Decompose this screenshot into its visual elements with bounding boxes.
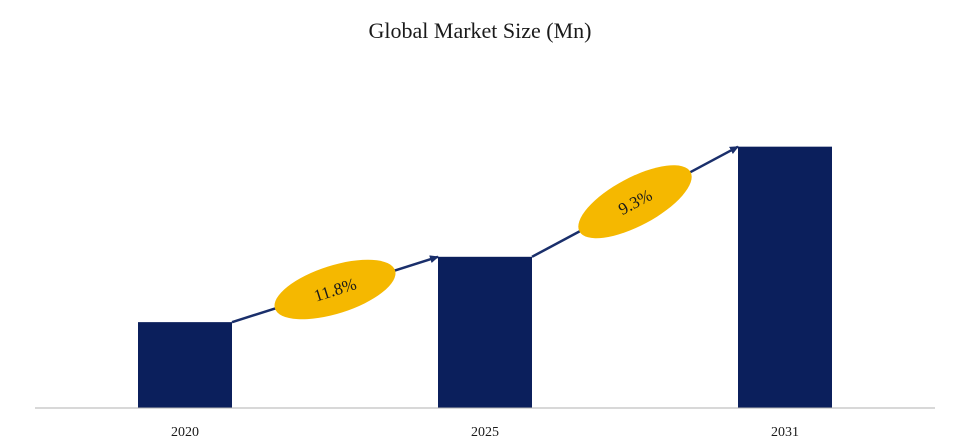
x-tick-label-2031: 2031: [771, 425, 799, 440]
cagr-badge-2: 9.3%: [578, 165, 692, 239]
x-tick-label-2020: 2020: [171, 425, 199, 440]
cagr-badge-ellipse: [274, 259, 396, 320]
x-tick-label-2025: 2025: [471, 425, 499, 440]
bar-2031: [738, 146, 832, 408]
cagr-badge-ellipse: [578, 165, 692, 239]
bar-2025: [438, 256, 532, 408]
growth-arrows: 11.8% 9.3%: [231, 145, 739, 324]
chart-title: Global Market Size (Mn): [369, 18, 592, 43]
bars: [138, 146, 832, 408]
cagr-badge-1: 11.8%: [274, 259, 396, 320]
bar-2020: [138, 322, 232, 408]
x-axis-ticks: 2020 2025 2031: [171, 425, 799, 440]
